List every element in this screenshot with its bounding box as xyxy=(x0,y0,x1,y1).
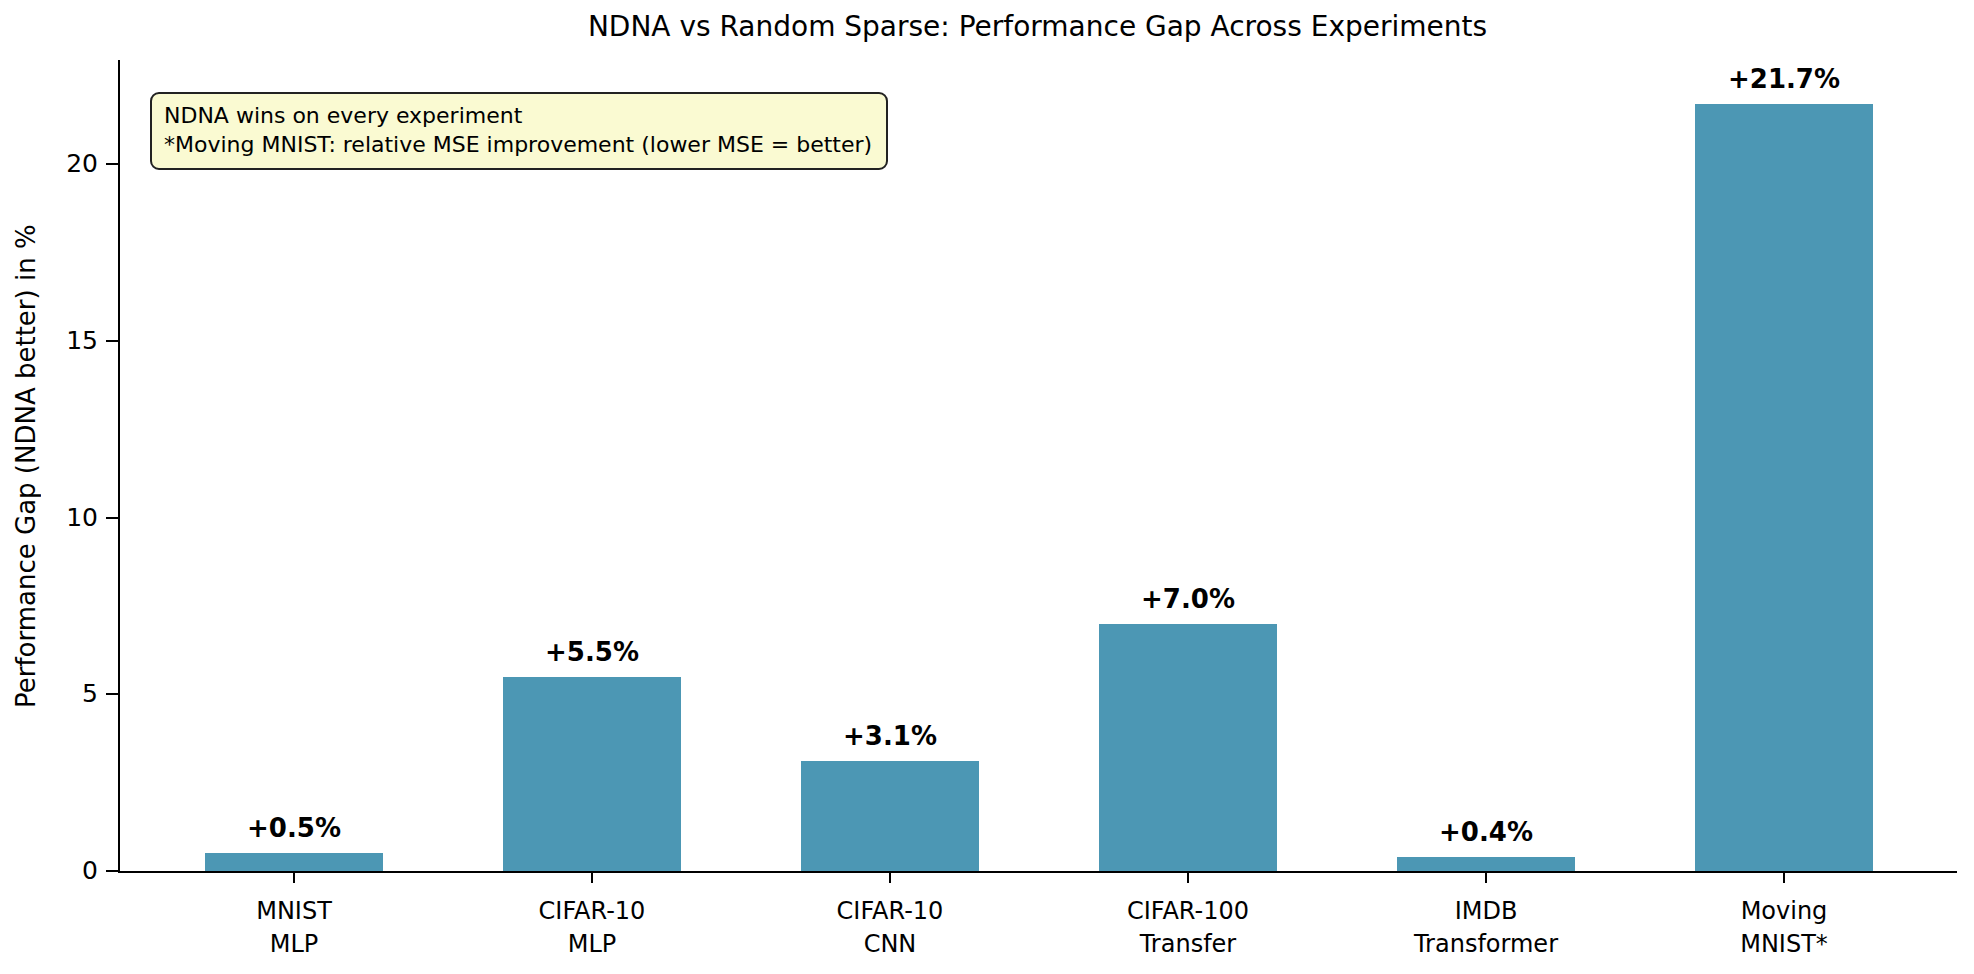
chart-title: NDNA vs Random Sparse: Performance Gap A… xyxy=(118,10,1957,43)
annotation-line-1: NDNA wins on every experiment xyxy=(164,101,872,130)
y-tick-label: 20 xyxy=(42,149,98,179)
y-tick-mark xyxy=(106,870,118,872)
plot-area: NDNA wins on every experiment *Moving MN… xyxy=(118,60,1957,873)
annotation-line-2: *Moving MNIST: relative MSE improvement … xyxy=(164,130,872,159)
x-tick-mark xyxy=(1783,871,1785,883)
x-tick-label: CIFAR-100 Transfer xyxy=(1038,895,1338,961)
y-tick-mark xyxy=(106,163,118,165)
y-tick-mark xyxy=(106,693,118,695)
x-tick-mark xyxy=(591,871,593,883)
x-tick-mark xyxy=(1485,871,1487,883)
bar xyxy=(1099,624,1277,871)
x-tick-mark xyxy=(889,871,891,883)
y-tick-label: 0 xyxy=(42,856,98,886)
bar-chart-figure: NDNA vs Random Sparse: Performance Gap A… xyxy=(0,0,1974,974)
y-tick-label: 5 xyxy=(42,679,98,709)
y-tick-label: 15 xyxy=(42,326,98,356)
bar-value-label: +3.1% xyxy=(770,721,1010,751)
annotation-box: NDNA wins on every experiment *Moving MN… xyxy=(150,92,888,170)
y-tick-label: 10 xyxy=(42,503,98,533)
bar xyxy=(503,677,681,871)
y-tick-mark xyxy=(106,340,118,342)
x-tick-mark xyxy=(1187,871,1189,883)
bar xyxy=(1397,857,1575,871)
bar xyxy=(801,761,979,871)
x-tick-mark xyxy=(293,871,295,883)
bar-value-label: +0.4% xyxy=(1366,817,1606,847)
x-tick-label: IMDB Transformer xyxy=(1336,895,1636,961)
bar xyxy=(205,853,383,871)
bar-value-label: +21.7% xyxy=(1664,64,1904,94)
y-axis-label: Performance Gap (NDNA better) in % xyxy=(6,60,46,873)
bar xyxy=(1695,104,1873,871)
x-tick-label: Moving MNIST* xyxy=(1634,895,1934,961)
x-tick-label: CIFAR-10 MLP xyxy=(442,895,742,961)
bar-value-label: +0.5% xyxy=(174,813,414,843)
x-tick-label: CIFAR-10 CNN xyxy=(740,895,1040,961)
x-tick-label: MNIST MLP xyxy=(144,895,444,961)
y-tick-mark xyxy=(106,517,118,519)
bar-value-label: +5.5% xyxy=(472,637,712,667)
bar-value-label: +7.0% xyxy=(1068,584,1308,614)
